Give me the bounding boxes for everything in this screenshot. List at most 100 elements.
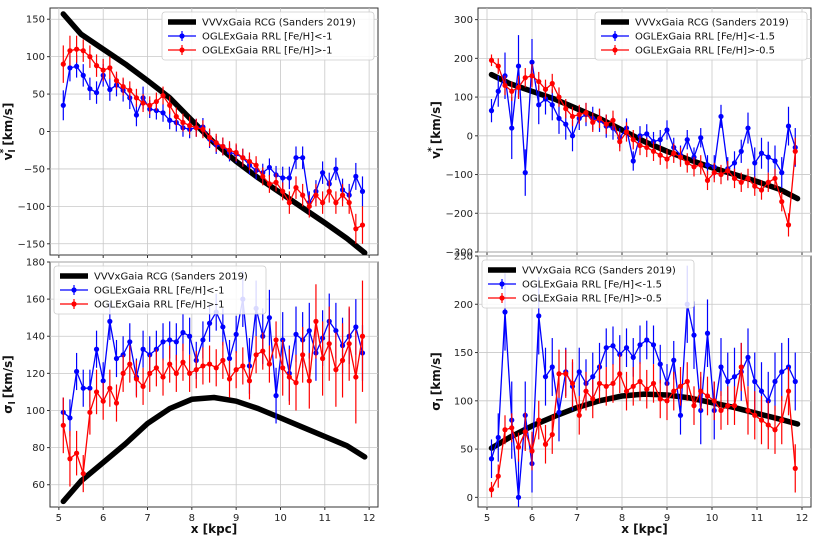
data-point (738, 148, 744, 154)
legend-swatch-marker (499, 295, 505, 301)
legend-swatch-marker (499, 281, 505, 287)
data-point (691, 332, 697, 338)
data-point (180, 119, 186, 126)
data-point (300, 352, 306, 358)
data-point (293, 185, 299, 191)
data-point (313, 318, 319, 324)
data-point (718, 364, 724, 370)
data-point (752, 183, 758, 189)
y-tick-label: 100 (26, 52, 45, 63)
data-point (637, 133, 643, 139)
data-point (536, 102, 542, 108)
data-point (522, 170, 528, 176)
data-point (691, 403, 697, 409)
data-point (583, 388, 589, 394)
data-point (529, 448, 535, 454)
x-tick-label: 10 (706, 513, 719, 524)
data-point (758, 388, 765, 394)
data-point (220, 143, 226, 150)
data-point (133, 95, 140, 101)
data-point (772, 175, 778, 182)
x-tick-label: 8 (619, 513, 625, 524)
data-point (113, 355, 120, 362)
data-point (623, 129, 630, 135)
data-point (153, 365, 159, 371)
data-point (569, 133, 576, 139)
data-point (488, 57, 495, 63)
data-point (502, 309, 508, 315)
data-point (542, 374, 549, 380)
data-point (253, 352, 259, 358)
y-axis-label-symbol: v (1, 152, 15, 160)
data-point (187, 122, 193, 129)
data-point (529, 73, 535, 79)
data-point (637, 378, 643, 385)
data-point (140, 383, 146, 389)
data-point (785, 123, 792, 129)
data-point (569, 113, 576, 120)
data-point (353, 173, 359, 180)
y-tick-label: 140 (26, 332, 45, 343)
data-point (671, 150, 677, 156)
data-point (779, 199, 785, 205)
data-point (273, 179, 279, 185)
y-tick-label: −100 (18, 202, 45, 213)
data-point (576, 111, 582, 118)
y-tick-label: 120 (26, 369, 45, 380)
data-point (536, 78, 542, 85)
data-point (610, 380, 616, 387)
data-point (590, 374, 596, 380)
data-point (333, 200, 339, 206)
y-axis-label-symbol: σ (429, 401, 443, 410)
data-point (339, 192, 346, 198)
data-point (266, 181, 273, 187)
data-point (711, 170, 717, 176)
data-point (738, 179, 744, 185)
data-point (752, 160, 758, 166)
data-point (113, 400, 120, 406)
y-tick-label: 100 (454, 93, 473, 104)
x-tick-label: 5 (484, 513, 490, 524)
data-point (718, 171, 724, 178)
data-point (711, 398, 717, 404)
x-tick-label: 11 (318, 513, 331, 524)
data-point (240, 155, 246, 161)
data-point (752, 378, 758, 385)
data-point (792, 465, 798, 471)
data-point (313, 192, 319, 198)
data-point (93, 63, 100, 69)
x-axis-label: x [kpc] (191, 522, 238, 536)
data-point (359, 222, 366, 228)
data-point (180, 329, 186, 336)
data-point (140, 346, 146, 352)
data-point (353, 374, 359, 380)
data-point (576, 412, 582, 418)
y-tick-label: 100 (26, 406, 45, 417)
data-point (731, 175, 738, 182)
data-point (515, 494, 522, 500)
data-point (167, 102, 173, 108)
legend-swatch-marker (612, 33, 618, 39)
x-tick-label: 5 (56, 513, 62, 524)
data-point (495, 434, 501, 441)
data-point (319, 170, 326, 176)
data-point (522, 429, 528, 435)
data-point (549, 80, 555, 87)
data-point (542, 441, 549, 447)
y-tick-label: 0 (467, 493, 473, 504)
data-point (266, 164, 273, 171)
data-point (509, 425, 515, 431)
x-tick-label: 7 (144, 513, 150, 524)
data-point (772, 427, 778, 433)
data-point (280, 175, 286, 181)
data-point (671, 388, 677, 394)
data-point (644, 144, 650, 151)
data-point (495, 473, 501, 479)
data-point (293, 380, 299, 386)
data-point (60, 422, 66, 428)
legend-label: OGLExGaia RRL [Fe/H]<-1.5 (635, 32, 775, 43)
data-point (67, 48, 73, 54)
y-tick-label: −100 (446, 170, 473, 181)
data-point (220, 324, 226, 330)
data-point (127, 361, 133, 367)
